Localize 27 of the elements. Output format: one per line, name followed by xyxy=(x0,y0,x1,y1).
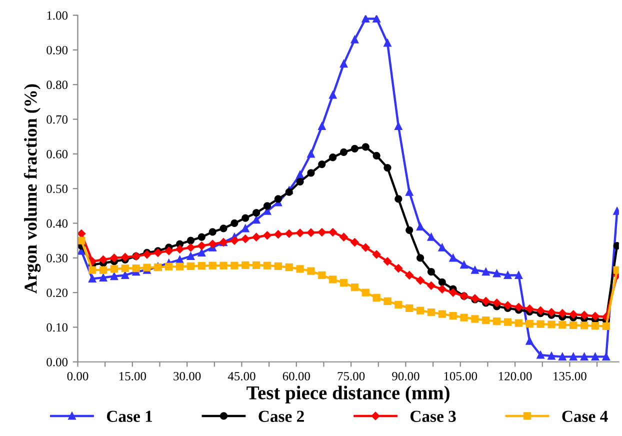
y-tick-label: 0.60 xyxy=(46,150,68,158)
x-tick-label: 90.00 xyxy=(392,372,420,380)
x-tick-label: 120.00 xyxy=(498,372,532,380)
x-axis-title: Test piece distance (mm) xyxy=(246,386,450,404)
y-tick-label: 1.00 xyxy=(47,11,68,20)
legend-label: Case 1 xyxy=(106,410,152,422)
legend-label: Case 4 xyxy=(562,410,608,422)
legend-label: Case 3 xyxy=(410,410,456,422)
x-tick-label: 0.00 xyxy=(67,372,88,380)
y-tick-label: 0.20 xyxy=(46,288,68,298)
x-tick-label: 30.00 xyxy=(174,372,201,380)
x-tick-label: 15.00 xyxy=(119,372,146,380)
x-tick-label: 45.00 xyxy=(228,372,256,380)
legend-label: Case 2 xyxy=(258,410,304,422)
y-axis-title: Argon volume fraction (%) xyxy=(24,84,41,294)
x-tick-label: 135.00 xyxy=(554,372,586,380)
x-tick-label: 105.00 xyxy=(444,372,478,380)
y-tick-label: 0.10 xyxy=(46,323,68,332)
y-tick-label: 0.70 xyxy=(46,115,68,124)
x-tick-label: 75.00 xyxy=(338,372,365,380)
y-tick-label: 0.90 xyxy=(46,46,68,54)
y-tick-label: 0.50 xyxy=(46,184,68,194)
y-tick-label: 0.80 xyxy=(46,80,68,90)
x-tick-label: 60.00 xyxy=(282,372,310,380)
y-tick-label: 0.40 xyxy=(46,219,68,228)
y-tick-label: 0.00 xyxy=(46,358,68,366)
y-tick-label: 0.30 xyxy=(46,254,68,262)
